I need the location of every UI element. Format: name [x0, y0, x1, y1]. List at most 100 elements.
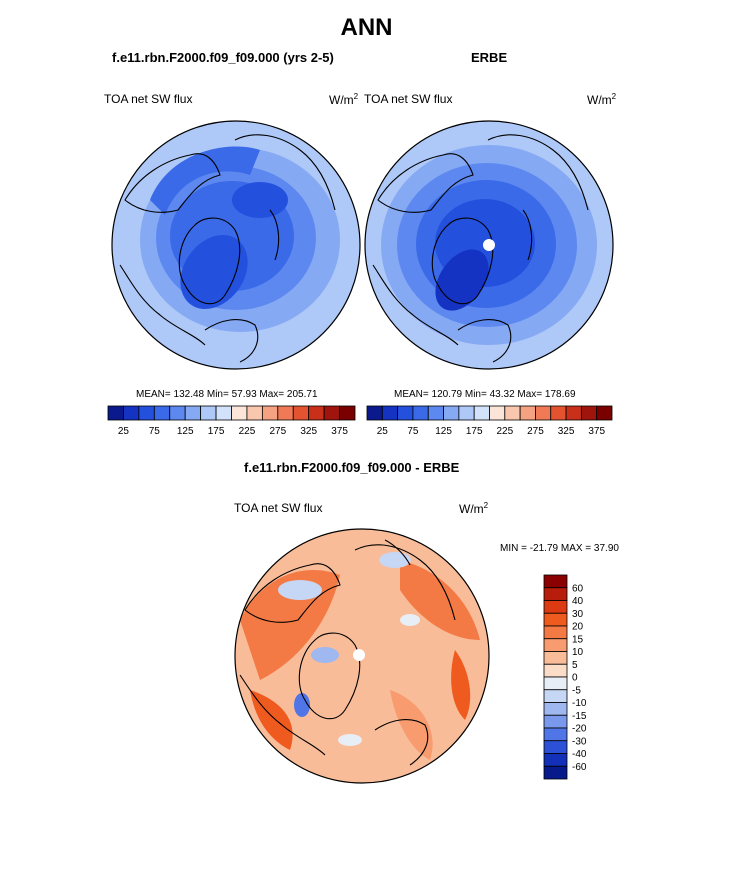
- panel2-greenland-coast: [431, 217, 494, 305]
- panel3-colorbar-swatch-10: [543, 702, 568, 716]
- panel1-colorbar-swatch-11: [277, 405, 294, 421]
- panel1-svalbard-coast: [269, 209, 280, 261]
- panel1-europe-coast: [204, 319, 259, 363]
- panel3-colorbar-swatch-8: [543, 676, 568, 691]
- panel2-colorbar-tick-label: 375: [588, 426, 605, 437]
- panel3-colorbar-swatch-14: [543, 753, 568, 767]
- panel2-colorbar-swatch-5: [443, 405, 460, 421]
- panel1-colorbar-swatch-9: [246, 405, 263, 421]
- panel1-colorbar-swatch-14: [323, 405, 340, 421]
- panel1-units: W/m2: [329, 92, 358, 107]
- panel2-pole-mask: [483, 239, 495, 251]
- panel3-colorbar-tick-label: -15: [572, 711, 587, 722]
- panel1-arctic-low: [232, 182, 288, 218]
- panel3-colorbar-tick-label: 60: [572, 583, 584, 594]
- panel1-colorbar-swatch-2: [138, 405, 155, 421]
- panel3-colorbar-swatch-9: [543, 689, 568, 703]
- panel2-colorbar-swatch-7: [473, 405, 490, 421]
- panel1-colorbar-tick-label: 325: [300, 426, 317, 437]
- panel2-colorbar-swatch-13: [565, 405, 582, 421]
- panel3-patch-canada: [240, 570, 340, 680]
- panel2-canada-coast: [377, 153, 474, 213]
- panel3-colorbar-swatch-11: [543, 714, 568, 729]
- panel1-siberia-coast: [234, 134, 336, 211]
- panel3-patch-siberia: [400, 560, 480, 640]
- panel1-colorbar-swatch-1: [123, 405, 140, 421]
- panel2-colorbar-tick-label: 175: [466, 426, 483, 437]
- panel1-map: [111, 120, 361, 370]
- panel3-colorbar-tick-label: -20: [572, 724, 587, 735]
- panel1-colorbar-swatch-0: [107, 405, 124, 421]
- panel3-colorbar-swatch-13: [543, 740, 568, 754]
- panel3-labrador-coast: [239, 674, 326, 756]
- panel2-coastlines: [372, 134, 589, 363]
- panel1-greenland-low: [180, 234, 248, 310]
- panel3-negative-2: [311, 647, 339, 663]
- panel2-colorbar-swatch-11: [535, 405, 552, 421]
- panel2-colorbar-tick-label: 75: [407, 426, 419, 437]
- panel3-negative-1: [278, 580, 322, 600]
- panel2-units-sup: 2: [611, 92, 617, 101]
- panel3-units-sup: 2: [483, 501, 489, 510]
- panel3-colorbar-tick-label: 15: [572, 634, 584, 645]
- panel1-colorbar-swatch-10: [261, 405, 279, 421]
- panel3-colorbar-swatch-6: [543, 651, 568, 665]
- panel1-units-text: W/m: [329, 93, 354, 107]
- panel3-colorbar-swatch-12: [543, 727, 568, 742]
- panel2-colorbar-swatch-14: [580, 405, 598, 421]
- panel3-colorbar-swatch-5: [543, 638, 568, 652]
- panel2-subtitle: ERBE: [471, 50, 508, 65]
- panel2-colorbar-swatch-0: [366, 405, 383, 421]
- panel1-greenland-coast: [178, 217, 241, 305]
- panel3-europe-coast: [374, 719, 429, 766]
- panel2-stats: MEAN= 120.79 Min= 43.32 Max= 178.69: [394, 389, 576, 400]
- panel2-colorbar-tick-label: 25: [377, 426, 389, 437]
- panel3-colorbar-swatch-3: [543, 612, 568, 627]
- panel2-colorbar-swatch-12: [550, 405, 567, 421]
- panel2-colorbar-swatch-8: [489, 405, 506, 421]
- panel3-negative-5: [400, 614, 420, 626]
- panel3-negative-4: [379, 552, 411, 568]
- panel1-colorbar-swatch-5: [184, 405, 202, 421]
- panel2-colorbar-swatch-10: [519, 405, 536, 421]
- panel2-colorbar-swatch-6: [458, 405, 475, 421]
- panel2-colorbar-swatch-4: [427, 405, 444, 421]
- page-title: ANN: [340, 14, 393, 41]
- panel1-colorbar-swatch-4: [169, 405, 186, 421]
- panel2-colorbar: 25 75 125 175 225 275 325 375: [366, 405, 613, 437]
- panel3-map-border: [234, 528, 490, 784]
- panel3-colorbar-tick-label: 0: [572, 673, 578, 684]
- panel2-siberia-coast: [487, 134, 589, 211]
- panel1-subtitle: f.e11.rbn.F2000.f09_f09.000 (yrs 2-5): [112, 50, 334, 65]
- panel2-colorbar-swatch-2: [397, 405, 414, 421]
- panel3-colorbar-tick-label: -30: [572, 736, 587, 747]
- panel2-colorbar-tick-label: 325: [558, 426, 575, 437]
- panel3-coastlines: [239, 539, 456, 766]
- panel1-colorbar-tick-label: 125: [177, 426, 194, 437]
- panel3-greenland-coast: [298, 632, 361, 720]
- panel3-stats: MIN = -21.79 MAX = 37.90: [500, 543, 619, 554]
- panel1-canada-coast: [124, 153, 221, 213]
- panel3-pole-mask: [353, 649, 365, 661]
- panel1-colorbar-tick-label: 225: [239, 426, 256, 437]
- panel2-svalbard-coast: [522, 209, 533, 261]
- panel2-colorbar-tick-label: 225: [496, 426, 513, 437]
- panel1-colorbar-swatch-15: [339, 405, 356, 421]
- panel1-stats: MEAN= 132.48 Min= 57.93 Max= 205.71: [136, 389, 318, 400]
- panel3-bering-coast: [384, 539, 411, 566]
- panel2-units: W/m2: [587, 92, 616, 107]
- panel1-colorbar-swatch-6: [200, 405, 217, 421]
- panel3-variable-label: TOA net SW flux: [234, 501, 323, 515]
- panel3-patch-east: [451, 650, 471, 720]
- panel3-colorbar-swatch-15: [543, 765, 568, 780]
- panel1-colorbar-tick-label: 25: [118, 426, 130, 437]
- panel2-variable-label: TOA net SW flux: [364, 92, 453, 106]
- panel1-colorbar-swatch-13: [308, 405, 325, 421]
- panel3-units: W/m2: [459, 501, 488, 516]
- panel2-map-border: [364, 120, 614, 370]
- panel3-colorbar-swatch-1: [543, 587, 568, 601]
- panel3-negative-6: [338, 734, 362, 746]
- panel3-colorbar-tick-label: -5: [572, 685, 581, 696]
- panel3-colorbar-swatch-0: [543, 574, 568, 589]
